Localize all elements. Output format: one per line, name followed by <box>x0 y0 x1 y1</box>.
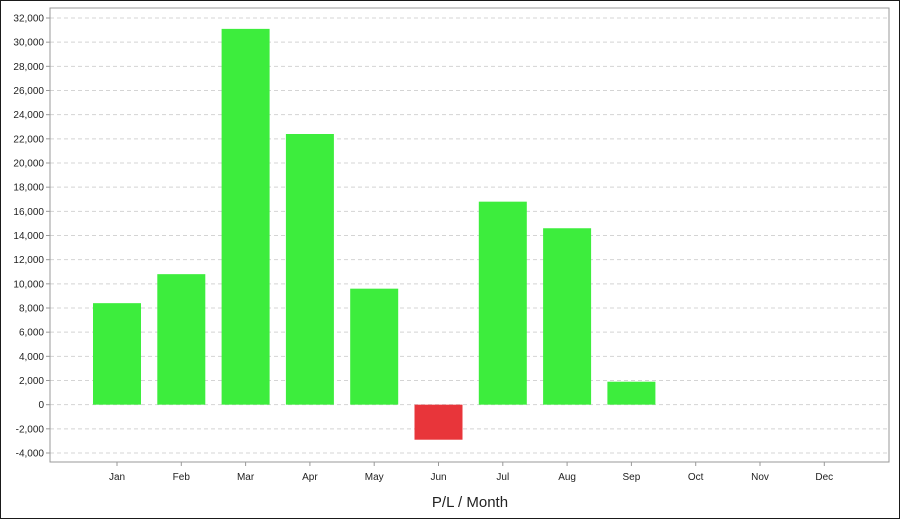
x-tick-label: Jun <box>430 472 446 483</box>
y-tick-label: 8,000 <box>19 304 44 315</box>
y-tick-label: 22,000 <box>13 134 44 145</box>
y-tick-label: 24,000 <box>13 110 44 121</box>
bars <box>93 28 656 440</box>
y-tick-label: 18,000 <box>13 183 44 194</box>
bar-jun <box>414 404 463 440</box>
x-tick-label: Mar <box>237 472 255 483</box>
x-tick-label: Jul <box>496 472 509 483</box>
bar-may <box>350 288 399 405</box>
y-tick-label: 12,000 <box>13 255 44 266</box>
bar-jul <box>478 201 527 405</box>
x-tick-label: May <box>365 472 384 483</box>
y-tick-label: 32,000 <box>13 14 44 25</box>
bar-sep <box>607 381 656 405</box>
y-tick-label: 4,000 <box>19 352 44 363</box>
y-tick-label: 0 <box>38 400 44 411</box>
y-tick-label: 10,000 <box>13 279 44 290</box>
x-tick-label: Nov <box>751 472 769 483</box>
x-tick-label: Feb <box>173 472 191 483</box>
bar-aug <box>543 228 592 405</box>
x-axis-title: P/L / Month <box>432 494 508 511</box>
x-tick-label: Oct <box>688 472 704 483</box>
y-tick-label: 14,000 <box>13 231 44 242</box>
y-tick-labels: -4,000 -2,000 0 2,000 4,000 6,000 8,000 10,000 1… <box>13 14 44 460</box>
y-tick-label: 30,000 <box>13 38 44 49</box>
bar-jan <box>93 303 141 405</box>
x-tick-label: Aug <box>558 472 576 483</box>
y-tick-label: 6,000 <box>19 328 44 339</box>
y-tick-label: -2,000 <box>16 424 45 435</box>
x-tick-label: Jan <box>109 472 125 483</box>
y-tick-label: -4,000 <box>16 449 45 460</box>
y-tick-label: 20,000 <box>13 159 44 170</box>
y-tick-label: 2,000 <box>19 376 44 387</box>
x-tick-label: Sep <box>623 472 641 483</box>
x-tick-label: Dec <box>815 472 833 483</box>
bar-mar <box>221 28 270 405</box>
bar-feb <box>157 274 206 405</box>
y-tick-label: 28,000 <box>13 62 44 73</box>
x-tick-labels: Jan Feb Mar Apr May Jun Jul Aug Sep Oct Nov Dec <box>109 472 833 483</box>
y-tick-label: 16,000 <box>13 207 44 218</box>
x-tick-label: Apr <box>302 472 318 483</box>
bar-apr <box>285 134 334 405</box>
axes <box>46 7 890 466</box>
y-tick-label: 26,000 <box>13 86 44 97</box>
